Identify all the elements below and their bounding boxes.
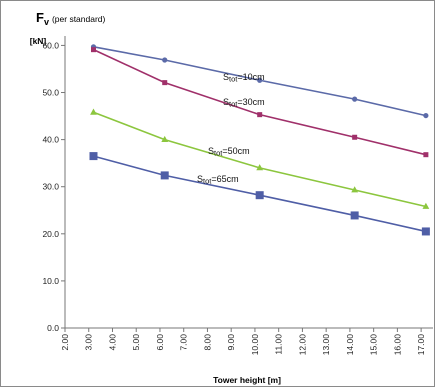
x-axis-title: Tower height [m] (213, 375, 281, 385)
data-point (90, 47, 96, 53)
y-tick-label: 0.0 (47, 323, 59, 333)
series-label-2: Stot=30cm (223, 97, 265, 109)
data-point (422, 202, 430, 209)
x-tick-label: 13.00 (321, 334, 331, 356)
data-point (256, 164, 264, 171)
x-tick-label: 4.00 (107, 334, 117, 351)
series-label-3: Stot=50cm (208, 146, 250, 158)
data-point (89, 152, 98, 161)
x-tick-label: 17.00 (416, 334, 426, 356)
data-point (423, 152, 429, 158)
data-point (421, 227, 430, 236)
x-tick-label: 6.00 (155, 334, 165, 351)
y-tick-label: 10.0 (42, 276, 59, 286)
y-axis-unit: [kN] (30, 36, 47, 46)
x-tick-label: 5.00 (131, 334, 141, 351)
data-point (257, 112, 263, 118)
x-tick-label: 16.00 (392, 334, 402, 356)
x-axis-ticks: 2.00 3.00 4.00 5.00 6.00 7.00 8.00 9.00 10.00 11.… (60, 328, 426, 355)
data-point (90, 108, 97, 115)
data-point (162, 57, 168, 63)
y-axis-title: Fv (per standard) (36, 10, 106, 27)
data-point (351, 186, 359, 193)
series-2 (90, 47, 429, 158)
x-tick-label: 14.00 (345, 334, 355, 356)
series-label-4: Stot=65cm (197, 174, 239, 186)
data-point (350, 211, 359, 220)
series-label-1: Stot=10cm (223, 72, 265, 84)
axes (64, 36, 433, 329)
series-3 (90, 108, 430, 209)
x-tick-label: 2.00 (60, 334, 70, 351)
x-tick-label: 12.00 (297, 334, 307, 356)
series-labels: Stot=10cm Stot=30cm Stot=50cm Stot=65cm (197, 72, 265, 186)
data-point (161, 135, 169, 143)
x-tick-label: 10.00 (250, 334, 260, 356)
x-tick-label: 11.00 (274, 334, 284, 355)
y-tick-label: 30.0 (42, 182, 59, 192)
x-tick-label: 15.00 (369, 334, 379, 356)
y-tick-label: 60.0 (42, 40, 59, 50)
data-point (257, 77, 263, 83)
x-tick-label: 3.00 (84, 334, 94, 351)
series-layer (89, 44, 430, 236)
data-point (352, 134, 358, 140)
y-tick-label: 50.0 (42, 88, 59, 98)
data-point (160, 171, 169, 180)
x-tick-label: 7.00 (179, 334, 189, 351)
y-tick-label: 40.0 (42, 135, 59, 145)
x-tick-label: 8.00 (202, 334, 212, 351)
data-point (255, 191, 264, 200)
y-axis-ticks: 0.0 10.0 20.0 30.0 40.0 50.0 60.0 (42, 40, 65, 333)
series-4 (89, 152, 430, 236)
x-tick-label: 9.00 (226, 334, 236, 351)
data-point (162, 80, 168, 86)
y-tick-label: 20.0 (42, 229, 59, 239)
data-point (352, 96, 358, 102)
data-point (423, 112, 429, 119)
